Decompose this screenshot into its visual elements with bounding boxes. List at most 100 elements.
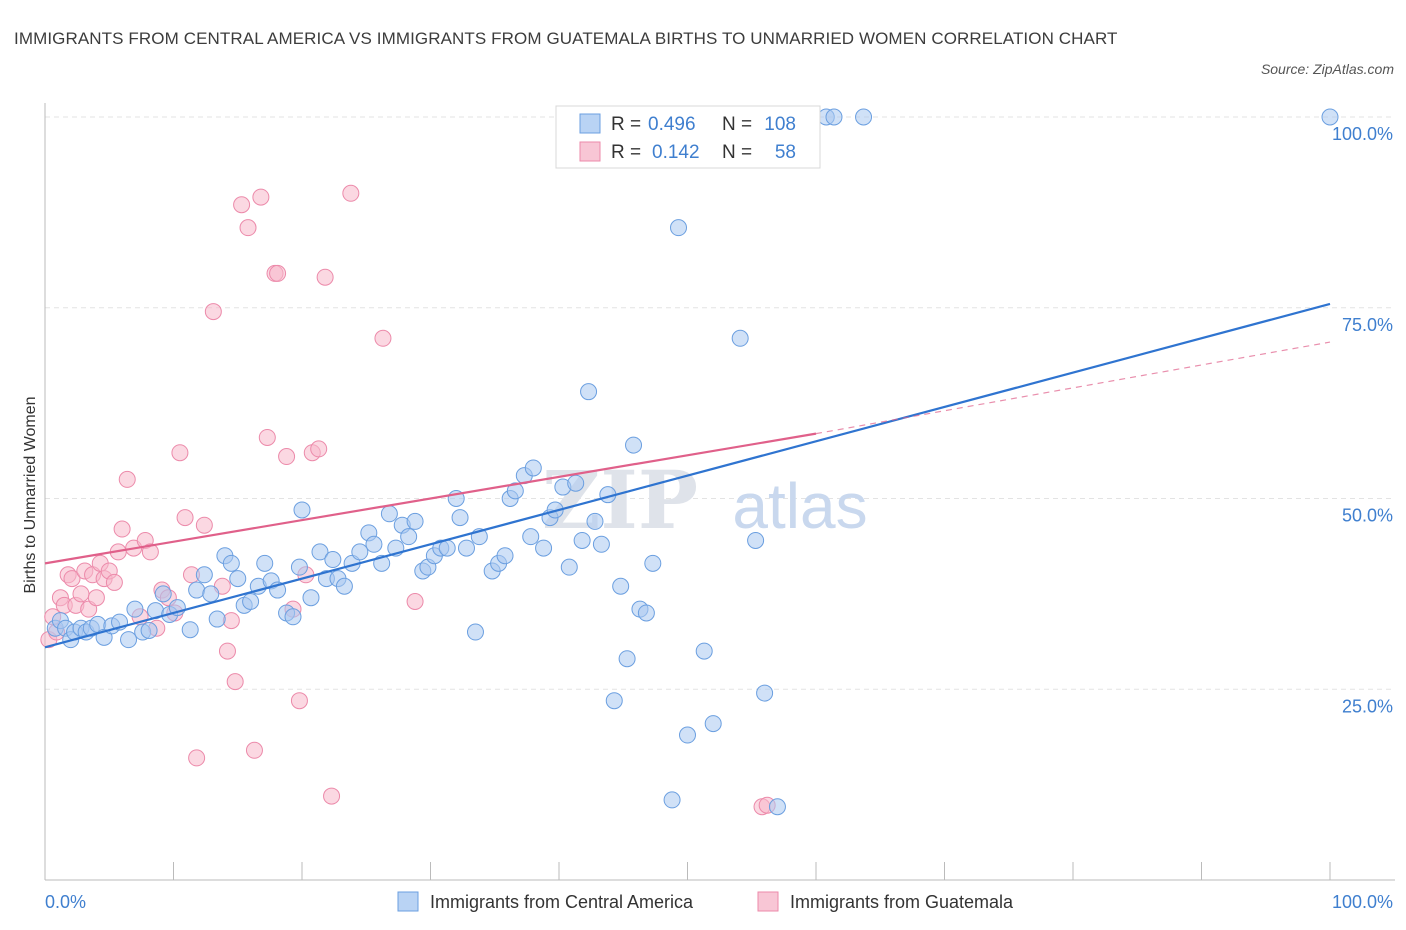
central-america-point-98 bbox=[768, 798, 786, 816]
central-america-point-17 bbox=[154, 585, 172, 603]
central-america-point-66 bbox=[496, 547, 514, 565]
legend-swatch-blue bbox=[579, 113, 601, 134]
legend-swatch-pink bbox=[579, 141, 601, 162]
central-america-point-13 bbox=[126, 600, 144, 618]
central-america-point-71 bbox=[524, 459, 542, 477]
trend-line-guatemala-extension bbox=[815, 341, 1331, 435]
guatemala-point-29 bbox=[176, 509, 194, 527]
central-america-point-12 bbox=[120, 631, 138, 649]
central-america-point-21 bbox=[188, 581, 206, 599]
guatemala-point-54 bbox=[374, 329, 392, 347]
legend-n-label-1: N = bbox=[722, 114, 752, 135]
central-america-point-81 bbox=[592, 535, 610, 553]
guatemala-point-51 bbox=[316, 268, 334, 286]
central-america-point-45 bbox=[351, 543, 369, 561]
central-america-point-78 bbox=[573, 531, 591, 549]
x-tick-label-1: 100.0% bbox=[1332, 892, 1393, 912]
tick-labels: 25.0% 50.0% 75.0% 100.0% 0.0% 100.0% bbox=[45, 124, 1393, 912]
y-tick-label-3: 100.0% bbox=[1332, 124, 1393, 144]
bottom-legend-swatch-pink bbox=[757, 891, 779, 912]
y-tick-label-0: 25.0% bbox=[1342, 696, 1393, 716]
central-america-point-86 bbox=[625, 436, 643, 454]
grid-lines bbox=[45, 116, 1395, 690]
legend-r-value-2: 0.142 bbox=[652, 142, 700, 163]
guatemala-point-39 bbox=[239, 219, 257, 237]
central-america-point-52 bbox=[400, 528, 418, 546]
legend-r-label-1: R = bbox=[611, 114, 641, 135]
guatemala-point-16 bbox=[105, 573, 123, 591]
central-america-point-47 bbox=[365, 535, 383, 553]
central-america-point-88 bbox=[637, 604, 655, 622]
guatemala-point-36 bbox=[222, 612, 240, 630]
source-note: Source: ZipAtlas.com bbox=[1260, 61, 1394, 77]
central-america-point-101 bbox=[855, 108, 873, 126]
trend-line-guatemala bbox=[44, 432, 817, 565]
guatemala-point-19 bbox=[118, 470, 136, 488]
central-america-point-102 bbox=[1321, 108, 1339, 126]
guatemala-point-38 bbox=[233, 196, 251, 214]
central-america-point-95 bbox=[731, 329, 749, 347]
central-america-point-31 bbox=[256, 554, 274, 572]
guatemala-point-42 bbox=[258, 428, 276, 446]
central-america-point-15 bbox=[140, 621, 158, 639]
central-america-point-91 bbox=[670, 219, 688, 237]
central-america-point-29 bbox=[242, 593, 260, 611]
chart-title: IMMIGRANTS FROM CENTRAL AMERICA VS IMMIG… bbox=[14, 29, 1118, 48]
y-axis-label: Births to Unmarried Women bbox=[22, 396, 39, 593]
x-tick-label-0: 0.0% bbox=[45, 892, 86, 912]
central-america-point-22 bbox=[195, 566, 213, 584]
guatemala-point-31 bbox=[188, 749, 206, 767]
central-america-point-53 bbox=[406, 512, 424, 530]
guatemala-point-40 bbox=[245, 741, 263, 759]
central-america-point-27 bbox=[229, 570, 247, 588]
central-america-point-100 bbox=[825, 108, 843, 126]
central-america-point-23 bbox=[202, 585, 220, 603]
legend-r-label-2: R = bbox=[611, 142, 641, 163]
guatemala-point-37 bbox=[226, 673, 244, 691]
central-america-point-70 bbox=[522, 528, 540, 546]
central-america-point-62 bbox=[466, 623, 484, 641]
central-america-point-60 bbox=[451, 509, 469, 527]
watermark-zip: ZIP bbox=[542, 453, 698, 547]
bottom-legend-label-1: Immigrants from Central America bbox=[430, 892, 694, 912]
guatemala-point-35 bbox=[218, 642, 236, 660]
guatemala-point-23 bbox=[141, 543, 159, 561]
guatemala-point-33 bbox=[204, 303, 222, 321]
bottom-legend-swatch-blue bbox=[397, 891, 419, 912]
guatemala-point-47 bbox=[290, 692, 308, 710]
central-america-point-83 bbox=[605, 692, 623, 710]
central-america-point-38 bbox=[302, 589, 320, 607]
legend-n-value-1: 108 bbox=[764, 114, 796, 135]
watermark: ZIP atlas bbox=[542, 453, 868, 547]
y-tick-label-1: 50.0% bbox=[1342, 506, 1393, 526]
guatemala-point-44 bbox=[269, 264, 287, 282]
central-america-point-26 bbox=[222, 554, 240, 572]
central-america-point-77 bbox=[567, 474, 585, 492]
central-america-point-41 bbox=[324, 551, 342, 569]
guatemala-point-50 bbox=[310, 440, 328, 458]
central-america-point-96 bbox=[747, 531, 765, 549]
central-america-point-92 bbox=[679, 726, 696, 744]
legend-n-value-2: 58 bbox=[775, 142, 796, 163]
guatemala-point-55 bbox=[406, 593, 424, 611]
central-america-point-97 bbox=[756, 684, 774, 702]
central-america-point-39 bbox=[311, 543, 329, 561]
guatemala-point-18 bbox=[113, 520, 131, 538]
central-america-point-93 bbox=[695, 642, 713, 660]
guatemala-point-12 bbox=[87, 589, 105, 607]
central-america-point-20 bbox=[181, 621, 199, 639]
central-america-point-80 bbox=[586, 512, 604, 530]
central-america-point-84 bbox=[612, 577, 630, 595]
central-america-point-36 bbox=[290, 558, 308, 576]
stats-legend: R = 0.496 N = 108 R = 0.142 N = 58 bbox=[555, 105, 821, 169]
guatemala-point-8 bbox=[72, 585, 90, 603]
watermark-atlas: atlas bbox=[732, 470, 867, 542]
central-america-point-37 bbox=[293, 501, 311, 519]
central-america-point-49 bbox=[380, 505, 398, 523]
guatemala-point-32 bbox=[195, 516, 213, 534]
bottom-legend-label-2: Immigrants from Guatemala bbox=[790, 892, 1014, 912]
guatemala-point-52 bbox=[323, 787, 341, 805]
guatemala-point-45 bbox=[278, 448, 296, 466]
central-america-point-76 bbox=[560, 558, 578, 576]
